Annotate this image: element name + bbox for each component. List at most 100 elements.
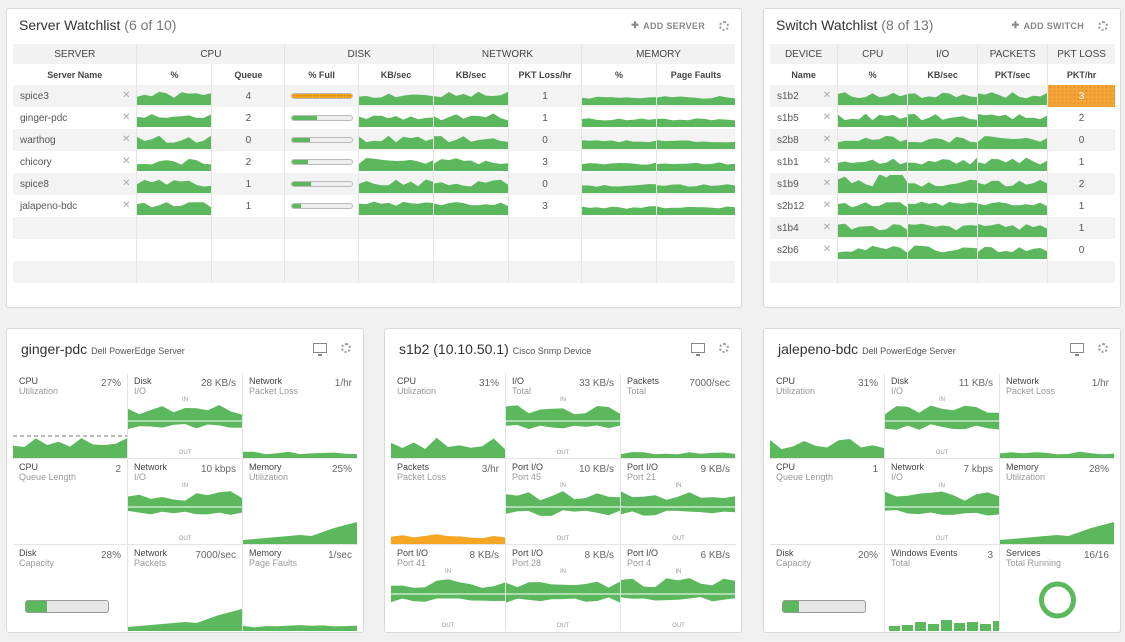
gear-icon[interactable] [1098, 343, 1108, 353]
table-row[interactable]: s2b12 ✕ 1 [770, 195, 1115, 217]
remove-icon[interactable]: ✕ [822, 178, 832, 189]
metric-cell[interactable]: CPU Utilization 31% [391, 373, 506, 459]
remove-icon[interactable]: ✕ [822, 200, 832, 211]
monitor-icon[interactable] [313, 343, 327, 356]
table-row[interactable]: spice3 ✕ 4 1 [13, 85, 735, 107]
remove-icon[interactable]: ✕ [122, 156, 131, 167]
server-name-cell[interactable]: spice8 ✕ [13, 173, 138, 195]
remove-icon[interactable]: ✕ [122, 178, 131, 189]
device-name-cell[interactable]: s1b4 ✕ [770, 217, 839, 239]
metric-cell[interactable]: Port I/O Port 45 10 KB/s IN OUT [506, 459, 621, 545]
remove-icon[interactable]: ✕ [122, 112, 131, 123]
server-name-cell[interactable]: jalapeno-bdc ✕ [13, 195, 138, 217]
remove-icon[interactable]: ✕ [822, 112, 832, 123]
remove-icon[interactable]: ✕ [822, 222, 832, 233]
device-name-cell[interactable]: s2b6 ✕ [770, 239, 839, 261]
monitor-icon[interactable] [691, 343, 705, 356]
metric-cell[interactable]: I/O Total 33 KB/s IN OUT [506, 373, 621, 459]
remove-icon[interactable]: ✕ [122, 200, 131, 211]
remove-icon[interactable]: ✕ [122, 90, 131, 101]
metric-cell[interactable]: Port I/O Port 41 8 KB/s IN OUT [391, 545, 506, 631]
column-header[interactable]: PKT/sec [977, 64, 1049, 85]
table-row[interactable]: s1b4 ✕ 1 [770, 217, 1115, 239]
remove-icon[interactable]: ✕ [822, 156, 832, 167]
metric-cell[interactable]: Memory Utilization 28% [1000, 459, 1115, 545]
table-row[interactable]: s1b5 ✕ 2 [770, 107, 1115, 129]
column-header[interactable]: % [837, 64, 909, 85]
metric-sublabel: Utilization [1006, 472, 1046, 482]
metric-cell[interactable]: Disk I/O 11 KB/s IN OUT [885, 373, 1000, 459]
remove-icon[interactable]: ✕ [822, 90, 832, 101]
column-header[interactable]: Queue [211, 64, 286, 85]
memory-sparkline [581, 85, 657, 107]
column-header[interactable]: KB/sec [433, 64, 510, 85]
gear-icon[interactable] [719, 20, 729, 31]
metric-cell[interactable]: Network I/O 10 kbps IN OUT [128, 459, 243, 545]
remove-icon[interactable]: ✕ [122, 134, 131, 145]
column-header[interactable]: KB/sec [907, 64, 979, 85]
device-name-cell[interactable]: s1b2 ✕ [770, 85, 839, 107]
metric-cell[interactable]: Network I/O 7 kbps IN OUT [885, 459, 1000, 545]
metric-cell[interactable]: Disk I/O 28 KB/s IN OUT [128, 373, 243, 459]
table-row[interactable]: warthog ✕ 0 0 [13, 129, 735, 151]
table-row[interactable]: s1b1 ✕ 1 [770, 151, 1115, 173]
device-name-cell[interactable]: s1b5 ✕ [770, 107, 839, 129]
column-header[interactable]: Server Name [13, 64, 138, 85]
metric-cell[interactable]: Memory Page Faults 1/sec [243, 545, 358, 631]
metric-cell[interactable]: Port I/O Port 28 8 KB/s IN OUT [506, 545, 621, 631]
metric-cell[interactable]: Memory Utilization 25% [243, 459, 358, 545]
device-name-cell[interactable]: s1b9 ✕ [770, 173, 839, 195]
metric-cell[interactable]: Windows Events Total 3 [885, 545, 1000, 631]
column-header[interactable]: KB/sec [358, 64, 435, 85]
disk-kbsec-sparkline [358, 107, 435, 129]
monitor-icon[interactable] [1070, 343, 1084, 356]
table-row[interactable]: ginger-pdc ✕ 2 1 [13, 107, 735, 129]
table-row[interactable]: jalapeno-bdc ✕ 1 3 [13, 195, 735, 217]
gear-icon[interactable] [719, 343, 729, 353]
metric-cell[interactable]: Services Total Running 16/16 [1000, 545, 1115, 631]
column-header[interactable]: % [581, 64, 657, 85]
metric-value: 7000/sec [195, 550, 236, 561]
remove-icon[interactable]: ✕ [822, 134, 832, 145]
server-name-cell[interactable]: ginger-pdc ✕ [13, 107, 138, 129]
metric-cell[interactable]: Disk Capacity 20% [770, 545, 885, 631]
column-header[interactable]: PKT Loss/hr [508, 64, 582, 85]
column-header[interactable]: Page Faults [656, 64, 735, 85]
add-switch-button[interactable]: ✚ ADD SWITCH [1011, 20, 1084, 31]
table-row[interactable]: spice8 ✕ 1 0 [13, 173, 735, 195]
metric-cell[interactable]: Network Packet Loss 1/hr [1000, 373, 1115, 459]
server-name-cell[interactable]: warthog ✕ [13, 129, 138, 151]
metric-label: Packets [397, 462, 430, 472]
add-server-button[interactable]: ✚ ADD SERVER [631, 20, 705, 31]
metric-cell[interactable]: Network Packets 7000/sec [128, 545, 243, 631]
device-name-cell[interactable]: s2b8 ✕ [770, 129, 839, 151]
metric-cell[interactable]: CPU Utilization 27% [13, 373, 128, 459]
metric-cell[interactable]: Port I/O Port 4 6 KB/s IN OUT [621, 545, 736, 631]
server-name-cell[interactable]: chicory ✕ [13, 151, 138, 173]
metric-cell[interactable]: CPU Utilization 31% [770, 373, 885, 459]
table-row[interactable]: chicory ✕ 2 3 [13, 151, 735, 173]
gear-icon[interactable] [341, 343, 351, 353]
metric-value: 2 [115, 464, 121, 475]
server-name-cell[interactable]: spice3 ✕ [13, 85, 138, 107]
table-row[interactable]: s2b8 ✕ 0 [770, 129, 1115, 151]
device-name-cell[interactable]: s2b12 ✕ [770, 195, 839, 217]
metric-cell[interactable]: Port I/O Port 21 9 KB/s IN OUT [621, 459, 736, 545]
metric-cell[interactable]: Packets Total 7000/sec [621, 373, 736, 459]
remove-icon[interactable]: ✕ [822, 244, 832, 255]
column-header[interactable]: % [136, 64, 213, 85]
table-row[interactable]: s1b2 ✕ 3 [770, 85, 1115, 107]
metric-cell[interactable]: Disk Capacity 28% [13, 545, 128, 631]
column-header[interactable]: PKT/hr [1047, 64, 1115, 85]
metric-cell[interactable]: CPU Queue Length 2 [13, 459, 128, 545]
metric-cell[interactable]: Packets Packet Loss 3/hr [391, 459, 506, 545]
column-header[interactable]: Name [770, 64, 839, 85]
empty-cell [581, 217, 657, 239]
table-row[interactable]: s1b9 ✕ 2 [770, 173, 1115, 195]
gear-icon[interactable] [1098, 20, 1108, 31]
metric-cell[interactable]: CPU Queue Length 1 [770, 459, 885, 545]
table-row[interactable]: s2b6 ✕ 0 [770, 239, 1115, 261]
metric-cell[interactable]: Network Packet Loss 1/hr [243, 373, 358, 459]
device-name-cell[interactable]: s1b1 ✕ [770, 151, 839, 173]
column-header[interactable]: % Full [284, 64, 360, 85]
